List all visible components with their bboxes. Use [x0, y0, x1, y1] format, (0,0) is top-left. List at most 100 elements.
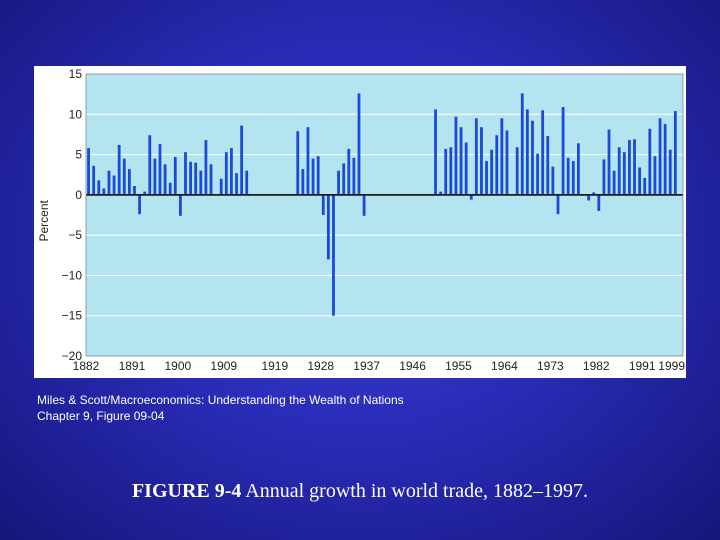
bar	[454, 116, 458, 195]
bar	[184, 152, 187, 195]
x-tick-label: 1955	[445, 359, 472, 373]
bar	[321, 194, 325, 215]
bar	[352, 157, 356, 195]
y-tick-label: −15	[62, 309, 83, 323]
bar	[240, 125, 244, 195]
bar	[112, 175, 116, 195]
bar	[245, 170, 249, 195]
x-tick-label: 1991	[629, 359, 656, 373]
bar	[622, 152, 626, 195]
bar	[474, 118, 478, 195]
bar	[449, 147, 453, 195]
bar	[505, 130, 509, 195]
figure-caption: FIGURE 9-4 Annual growth in world trade,…	[0, 480, 720, 503]
x-tick-labels: 1882 1891 1900 1909 1919 1928 1937 1946 1955 1964…	[73, 359, 686, 373]
bar	[143, 191, 147, 195]
bar	[189, 161, 192, 195]
bar	[296, 131, 300, 195]
bar	[163, 164, 167, 195]
bar	[536, 153, 539, 195]
bar	[224, 152, 228, 195]
y-tick-label: 10	[69, 107, 83, 121]
bars	[87, 93, 677, 316]
bar	[97, 180, 101, 195]
x-tick-label: 1919	[261, 359, 288, 373]
bar	[179, 194, 182, 216]
bar	[326, 194, 330, 260]
bar	[337, 170, 340, 195]
x-tick-label: 1946	[399, 359, 426, 373]
bar	[525, 109, 529, 195]
bar	[597, 194, 601, 211]
bar	[571, 161, 575, 195]
growth-bar-chart: 15 10 5 0 −5 −10 −15 −20 1882 1891 1900 1909 1919 19…	[37, 67, 686, 373]
x-tick-label: 1964	[491, 359, 518, 373]
bar	[357, 93, 361, 195]
bar	[653, 156, 657, 195]
bar	[587, 194, 590, 201]
bar	[602, 159, 606, 195]
bar	[153, 158, 157, 195]
bar	[138, 194, 141, 215]
bar	[301, 169, 305, 195]
bar	[306, 127, 310, 195]
y-tick-labels: 15 10 5 0 −5 −10 −15 −20	[62, 67, 83, 363]
bar	[342, 163, 346, 195]
bar	[133, 185, 136, 195]
bar	[673, 111, 677, 195]
x-tick-label: 1928	[307, 359, 334, 373]
x-tick-label: 1909	[210, 359, 237, 373]
figure-title: Annual growth in world trade, 1882–1997.	[241, 480, 589, 502]
plot-border	[85, 73, 684, 357]
bar	[500, 118, 504, 195]
bar	[633, 139, 636, 195]
bar	[311, 158, 315, 195]
bar	[332, 194, 335, 316]
bar	[102, 188, 106, 195]
chart-panel: 15 10 5 0 −5 −10 −15 −20 1882 1891 1900 1909 1919 19…	[34, 66, 686, 378]
bar	[316, 156, 320, 195]
y-tick-label: −20	[62, 349, 83, 363]
bar	[444, 148, 448, 195]
y-axis-label: Percent	[37, 200, 51, 242]
bar	[362, 194, 366, 216]
bar	[469, 194, 473, 200]
bar	[556, 194, 560, 215]
bar	[668, 149, 672, 195]
bar	[612, 170, 616, 195]
chapter-reference: Chapter 9, Figure 09-04	[37, 409, 165, 423]
bar	[347, 148, 351, 195]
bar	[643, 177, 647, 195]
plot-area	[86, 74, 683, 356]
y-tick-label: −5	[68, 228, 82, 242]
bar	[515, 147, 519, 195]
bar	[122, 158, 126, 195]
bar	[480, 127, 483, 195]
x-tick-label: 1982	[583, 359, 610, 373]
bar	[194, 162, 198, 195]
bar	[92, 165, 96, 195]
bar	[173, 156, 177, 195]
bar	[577, 143, 580, 195]
bar	[158, 144, 162, 195]
bar	[148, 135, 152, 195]
bar	[531, 120, 534, 195]
bar	[541, 110, 545, 195]
bar	[235, 173, 238, 195]
bar	[485, 161, 488, 195]
bar	[638, 167, 642, 195]
bar	[658, 118, 662, 195]
y-tick-label: 15	[69, 67, 83, 81]
bar	[607, 129, 611, 195]
bar	[199, 170, 203, 195]
bar	[490, 149, 494, 195]
x-tick-label: 1973	[537, 359, 564, 373]
bar	[566, 157, 570, 195]
bar	[209, 164, 213, 195]
bar	[551, 166, 555, 195]
x-tick-label: 1891	[119, 359, 146, 373]
y-tick-label: −10	[62, 268, 83, 282]
x-tick-label: 1900	[164, 359, 191, 373]
bar	[87, 148, 90, 195]
bar	[459, 127, 463, 195]
